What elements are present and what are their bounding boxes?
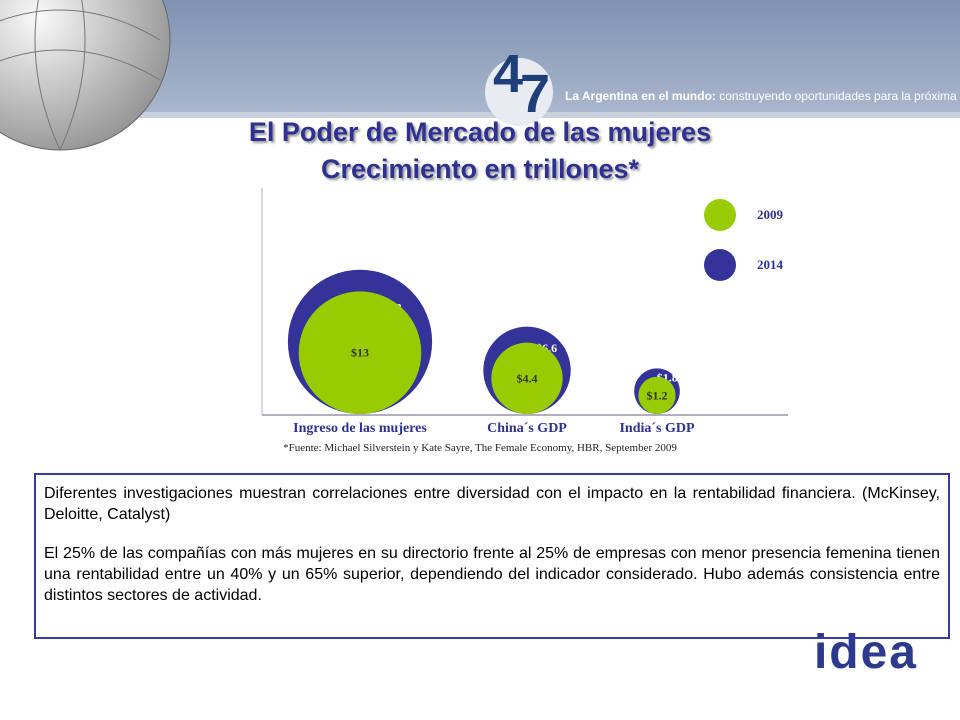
tagline-bold: La Argentina en el mundo: bbox=[565, 89, 716, 103]
x-tick-label: China´s GDP bbox=[487, 421, 567, 436]
legend-label: 2009 bbox=[757, 207, 784, 222]
bubble bbox=[298, 291, 422, 414]
bubble bbox=[638, 376, 676, 414]
data-label: $1.2 bbox=[647, 388, 668, 402]
logo-digit: 7 bbox=[520, 64, 550, 124]
paragraph: Diferentes investigaciones muestran corr… bbox=[44, 485, 940, 523]
legend-swatch bbox=[704, 249, 736, 281]
header-edge bbox=[0, 112, 960, 118]
logo-digit: 4 bbox=[493, 44, 523, 104]
globe-lines bbox=[0, 0, 161, 151]
legend-label: 2014 bbox=[757, 257, 784, 272]
data-label: $4.4 bbox=[517, 371, 538, 385]
x-tick-label: Ingreso de las mujeres bbox=[293, 421, 427, 436]
legend-swatch bbox=[704, 199, 736, 231]
data-label: $13 bbox=[351, 346, 369, 360]
tagline: La Argentina en el mundo: construyendo o… bbox=[565, 89, 960, 103]
x-tick-label: India´s GDP bbox=[619, 421, 695, 436]
chart-title: El Poder de Mercado de las mujeres bbox=[249, 117, 711, 147]
paragraph: El 25% de las compañías con más mujeres … bbox=[44, 545, 940, 604]
globe bbox=[0, 0, 171, 151]
logo-circle bbox=[485, 58, 553, 126]
brand-logo: idea bbox=[814, 626, 918, 679]
chart-subtitle: Crecimiento en trillones* bbox=[321, 154, 640, 184]
tagline-text: construyendo oportunidades para la próxi… bbox=[719, 89, 960, 103]
bubble bbox=[491, 342, 563, 414]
text-box: Diferentes investigaciones muestran corr… bbox=[34, 473, 950, 639]
source-note: *Fuente: Michael Silverstein y Kate Sayr… bbox=[283, 442, 677, 454]
